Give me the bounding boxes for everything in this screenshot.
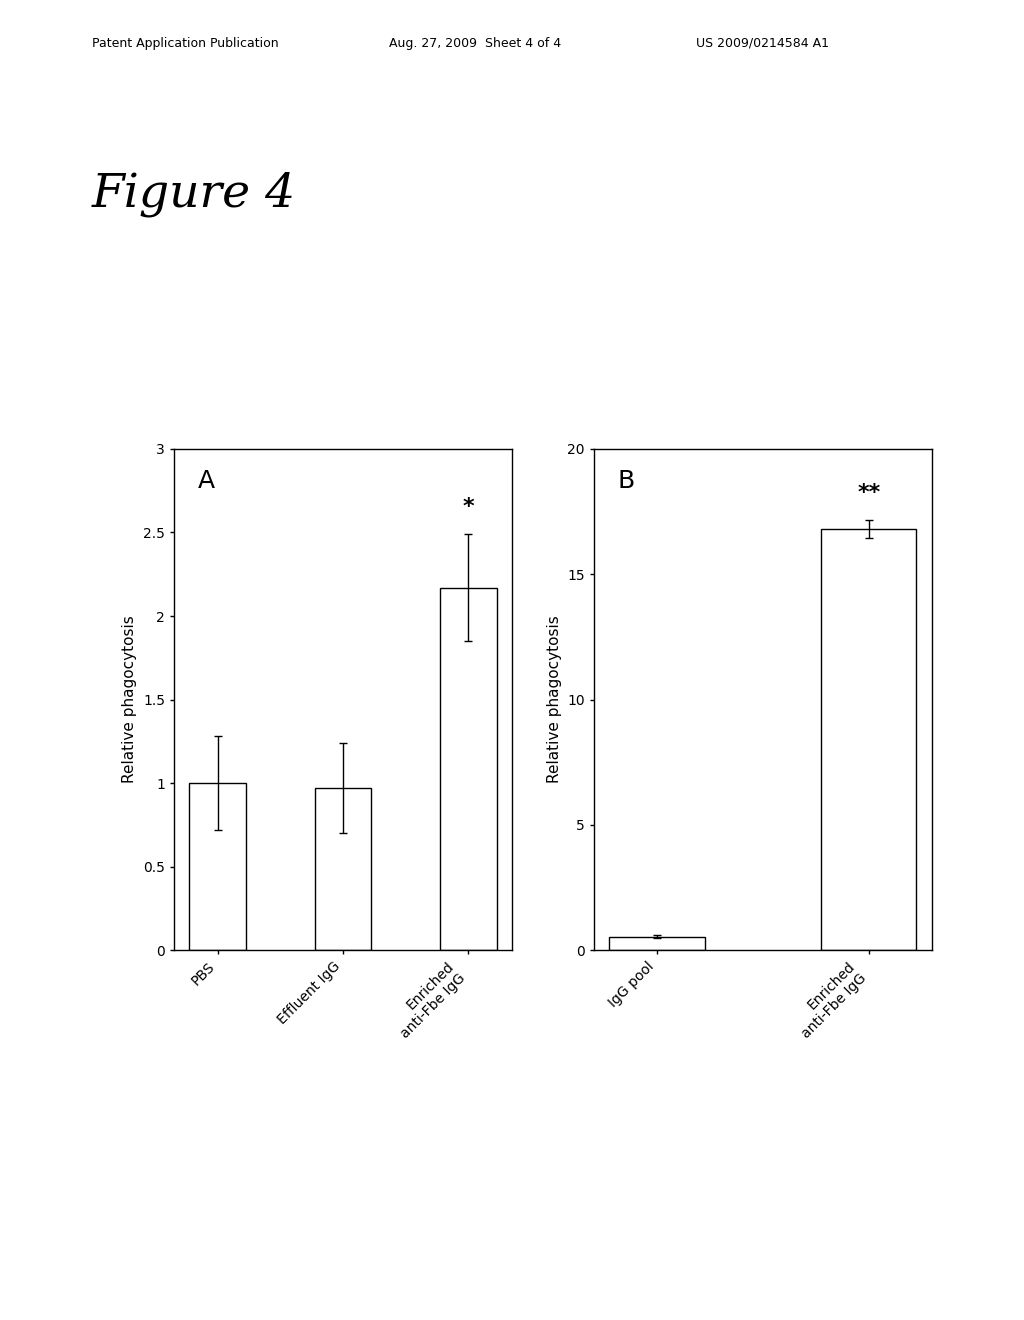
Bar [314, 788, 372, 950]
Y-axis label: Relative phagocytosis: Relative phagocytosis [547, 615, 562, 784]
Text: Patent Application Publication: Patent Application Publication [92, 37, 279, 50]
Text: B: B [617, 469, 635, 492]
Bar [609, 937, 705, 950]
Text: Aug. 27, 2009  Sheet 4 of 4: Aug. 27, 2009 Sheet 4 of 4 [389, 37, 561, 50]
Text: US 2009/0214584 A1: US 2009/0214584 A1 [696, 37, 829, 50]
Text: **: ** [857, 483, 881, 503]
Text: *: * [463, 496, 474, 516]
Bar [440, 587, 497, 950]
Bar [189, 783, 246, 950]
Text: A: A [198, 469, 215, 492]
Text: Figure 4: Figure 4 [92, 172, 296, 216]
Y-axis label: Relative phagocytosis: Relative phagocytosis [123, 615, 137, 784]
Bar [821, 529, 916, 950]
